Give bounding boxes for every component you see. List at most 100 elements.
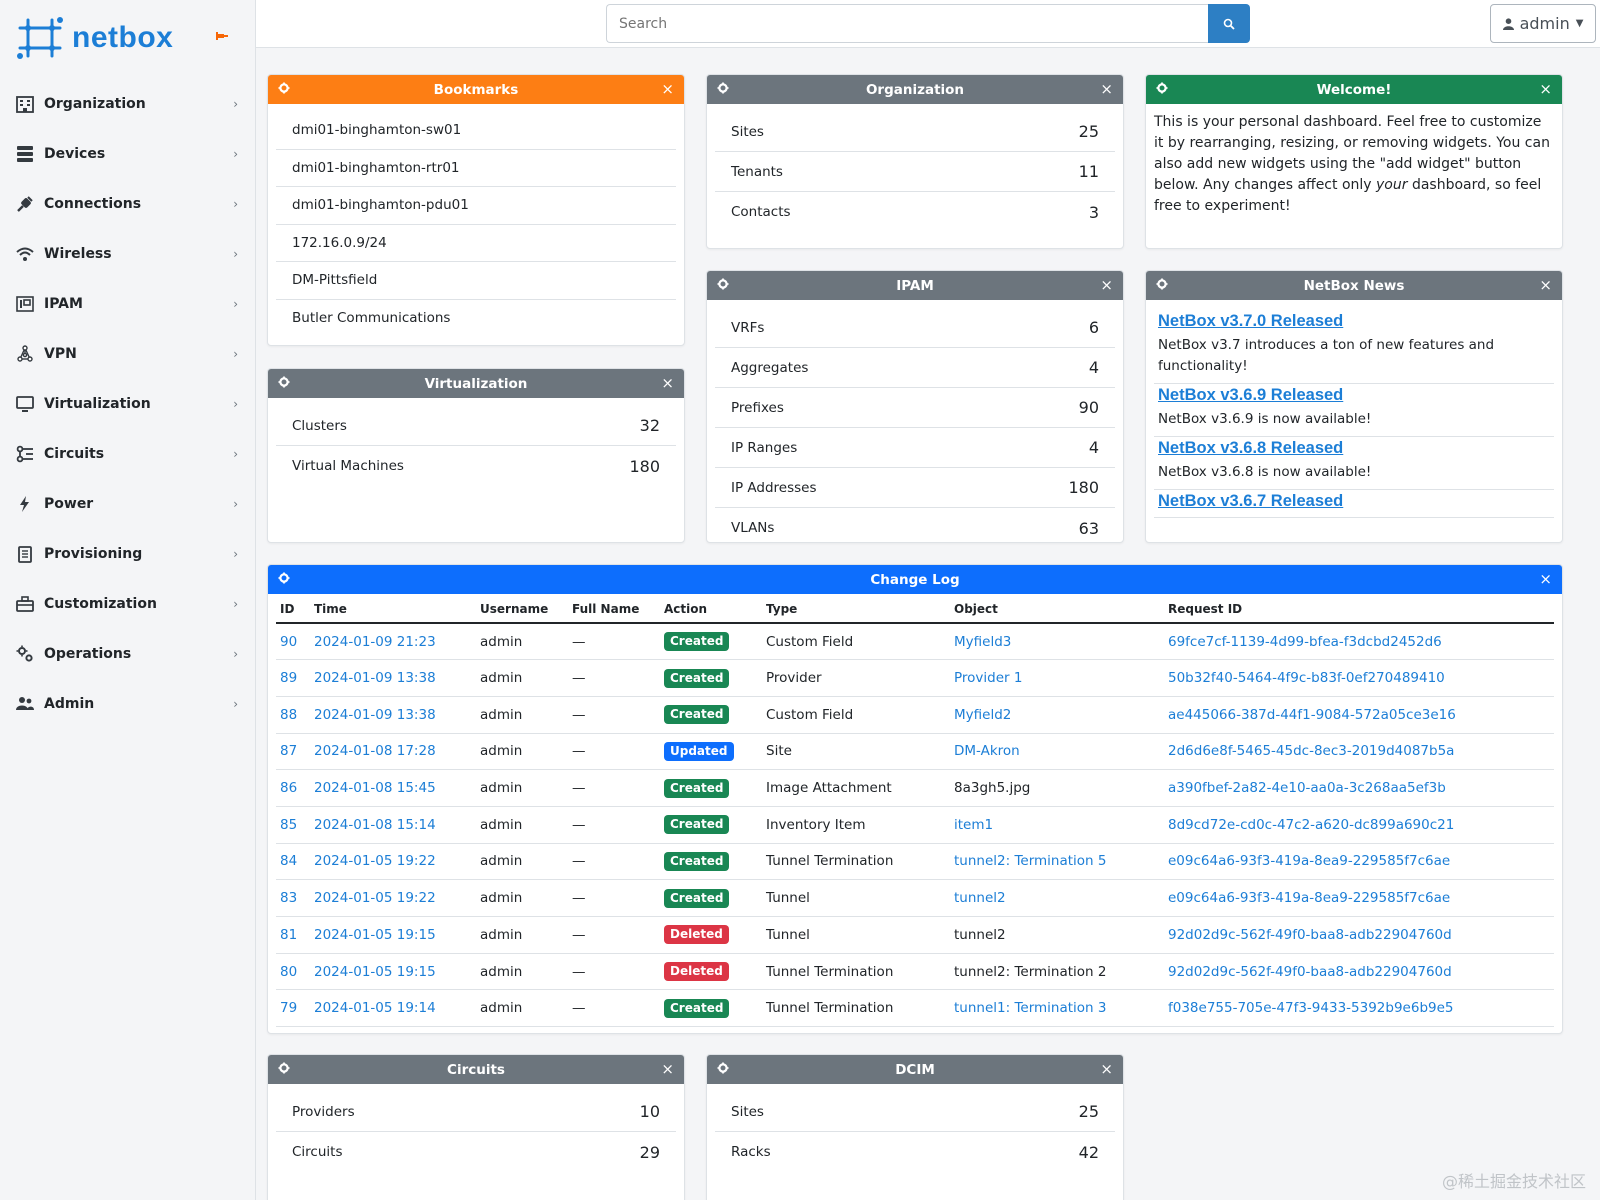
close-icon[interactable]: × xyxy=(661,1060,674,1078)
close-icon[interactable]: × xyxy=(661,374,674,392)
change-time-link[interactable]: 2024-01-05 19:14 xyxy=(314,1000,436,1017)
change-id-link[interactable]: 86 xyxy=(280,780,298,797)
sidebar-item-connections[interactable]: Connections › xyxy=(0,179,256,229)
request-id-link[interactable]: 92d02d9c-562f-49f0-baa8-adb22904760d xyxy=(1168,926,1452,943)
change-id-link[interactable]: 81 xyxy=(280,926,298,943)
object-link[interactable]: Myfield2 xyxy=(954,706,1012,723)
change-id-link[interactable]: 85 xyxy=(280,816,298,833)
widget-header[interactable]: Welcome! × xyxy=(1146,75,1562,104)
news-link[interactable]: NetBox v3.6.9 Released xyxy=(1158,386,1344,404)
request-id-link[interactable]: 50b32f40-5464-4f9c-b83f-0ef270489410 xyxy=(1168,670,1445,687)
stat-row[interactable]: Circuits 29 xyxy=(276,1132,676,1172)
change-time-link[interactable]: 2024-01-05 19:15 xyxy=(314,926,436,943)
change-id-link[interactable]: 88 xyxy=(280,706,298,723)
column-header[interactable]: ID xyxy=(276,594,310,624)
news-link[interactable]: NetBox v3.6.7 Released xyxy=(1158,492,1344,510)
widget-header[interactable]: Change Log × xyxy=(268,565,1562,594)
bookmark-item[interactable]: dmi01-binghamton-sw01 xyxy=(276,112,676,150)
change-id-link[interactable]: 80 xyxy=(280,963,298,980)
sidebar-item-organization[interactable]: Organization › xyxy=(0,79,256,129)
news-link[interactable]: NetBox v3.6.8 Released xyxy=(1158,439,1344,457)
close-icon[interactable]: × xyxy=(1539,570,1552,588)
gear-icon[interactable] xyxy=(1156,278,1168,294)
close-icon[interactable]: × xyxy=(1539,80,1552,98)
stat-row[interactable]: Sites 25 xyxy=(715,1092,1115,1132)
bookmark-item[interactable]: dmi01-binghamton-pdu01 xyxy=(276,187,676,225)
stat-row[interactable]: Providers 10 xyxy=(276,1092,676,1132)
object-link[interactable]: tunnel2 xyxy=(954,890,1006,907)
news-link[interactable]: NetBox v3.7.0 Released xyxy=(1158,312,1344,330)
stat-row[interactable]: Sites 25 xyxy=(715,112,1115,152)
request-id-link[interactable]: a390fbef-2a82-4e10-aa0a-3c268aa5ef3b xyxy=(1168,780,1446,797)
change-id-link[interactable]: 89 xyxy=(280,670,298,687)
widget-header[interactable]: Virtualization × xyxy=(268,369,684,398)
request-id-link[interactable]: f038e755-705e-47f3-9433-5392b9e6b9e5 xyxy=(1168,1000,1454,1017)
stat-row[interactable]: IP Addresses 180 xyxy=(715,468,1115,508)
close-icon[interactable]: × xyxy=(1539,276,1552,294)
sidebar-item-wireless[interactable]: Wireless › xyxy=(0,229,256,279)
stat-row[interactable]: Racks 42 xyxy=(715,1132,1115,1172)
column-header[interactable]: Action xyxy=(660,594,762,624)
change-id-link[interactable]: 84 xyxy=(280,853,298,870)
user-menu-button[interactable]: admin ▼ xyxy=(1490,4,1596,43)
object-link[interactable]: DM-Akron xyxy=(954,743,1020,760)
column-header[interactable]: Username xyxy=(476,594,568,624)
bookmark-item[interactable]: dmi01-binghamton-rtr01 xyxy=(276,150,676,187)
sidebar-item-customization[interactable]: Customization › xyxy=(0,579,256,629)
stat-row[interactable]: VRFs 6 xyxy=(715,308,1115,348)
object-link[interactable]: tunnel2: Termination 5 xyxy=(954,853,1107,870)
widget-header[interactable]: DCIM × xyxy=(707,1055,1123,1084)
search-input[interactable] xyxy=(606,4,1208,43)
widget-header[interactable]: IPAM × xyxy=(707,271,1123,300)
close-icon[interactable]: × xyxy=(1100,80,1113,98)
widget-header[interactable]: Organization × xyxy=(707,75,1123,104)
gear-icon[interactable] xyxy=(717,278,729,294)
bookmark-item[interactable]: DM-Pittsfield xyxy=(276,262,676,300)
sidebar-item-admin[interactable]: Admin › xyxy=(0,679,256,729)
object-link[interactable]: Myfield3 xyxy=(954,633,1012,650)
sidebar-item-virtualization[interactable]: Virtualization › xyxy=(0,379,256,429)
gear-icon[interactable] xyxy=(278,82,290,98)
change-time-link[interactable]: 2024-01-09 13:38 xyxy=(314,670,436,687)
sidebar-item-ipam[interactable]: IPAM › xyxy=(0,279,256,329)
change-id-link[interactable]: 90 xyxy=(280,633,298,650)
change-time-link[interactable]: 2024-01-08 15:14 xyxy=(314,816,436,833)
stat-row[interactable]: Tenants 11 xyxy=(715,152,1115,192)
object-link[interactable]: item1 xyxy=(954,816,994,833)
pin-icon[interactable] xyxy=(216,30,228,46)
sidebar-item-provisioning[interactable]: Provisioning › xyxy=(0,529,256,579)
gear-icon[interactable] xyxy=(278,572,290,588)
stat-row[interactable]: VLANs 63 xyxy=(715,508,1115,542)
object-link[interactable]: tunnel1: Termination 3 xyxy=(954,1000,1107,1017)
bookmark-item[interactable]: Butler Communications xyxy=(292,310,451,327)
request-id-link[interactable]: e09c64a6-93f3-419a-8ea9-229585f7c6ae xyxy=(1168,853,1451,870)
column-header[interactable]: Type xyxy=(762,594,950,624)
search-button[interactable] xyxy=(1208,4,1250,43)
sidebar-item-operations[interactable]: Operations › xyxy=(0,629,256,679)
request-id-link[interactable]: 92d02d9c-562f-49f0-baa8-adb22904760d xyxy=(1168,963,1452,980)
sidebar-item-vpn[interactable]: VPN › xyxy=(0,329,256,379)
gear-icon[interactable] xyxy=(1156,82,1168,98)
sidebar-item-circuits[interactable]: Circuits › xyxy=(0,429,256,479)
request-id-link[interactable]: 8d9cd72e-cd0c-47c2-a620-dc899a690c21 xyxy=(1168,816,1455,833)
request-id-link[interactable]: ae445066-387d-44f1-9084-572a05ce3e16 xyxy=(1168,706,1456,723)
request-id-link[interactable]: e09c64a6-93f3-419a-8ea9-229585f7c6ae xyxy=(1168,890,1451,907)
change-time-link[interactable]: 2024-01-09 21:23 xyxy=(314,633,436,650)
column-header[interactable]: Time xyxy=(310,594,476,624)
change-id-link[interactable]: 79 xyxy=(280,1000,298,1017)
close-icon[interactable]: × xyxy=(661,80,674,98)
change-time-link[interactable]: 2024-01-05 19:15 xyxy=(314,963,436,980)
stat-row[interactable]: Prefixes 90 xyxy=(715,388,1115,428)
stat-row[interactable]: Aggregates 4 xyxy=(715,348,1115,388)
request-id-link[interactable]: 2d6d6e8f-5465-45dc-8ec3-2019d4087b5a xyxy=(1168,743,1455,760)
stat-row[interactable]: Virtual Machines 180 xyxy=(276,446,676,486)
gear-icon[interactable] xyxy=(278,376,290,392)
column-header[interactable]: Object xyxy=(950,594,1164,624)
close-icon[interactable]: × xyxy=(1100,276,1113,294)
sidebar-item-devices[interactable]: Devices › xyxy=(0,129,256,179)
change-time-link[interactable]: 2024-01-08 17:28 xyxy=(314,743,436,760)
column-header[interactable]: Request ID xyxy=(1164,594,1554,624)
gear-icon[interactable] xyxy=(278,1062,290,1078)
change-id-link[interactable]: 83 xyxy=(280,890,298,907)
stat-row[interactable]: IP Ranges 4 xyxy=(715,428,1115,468)
